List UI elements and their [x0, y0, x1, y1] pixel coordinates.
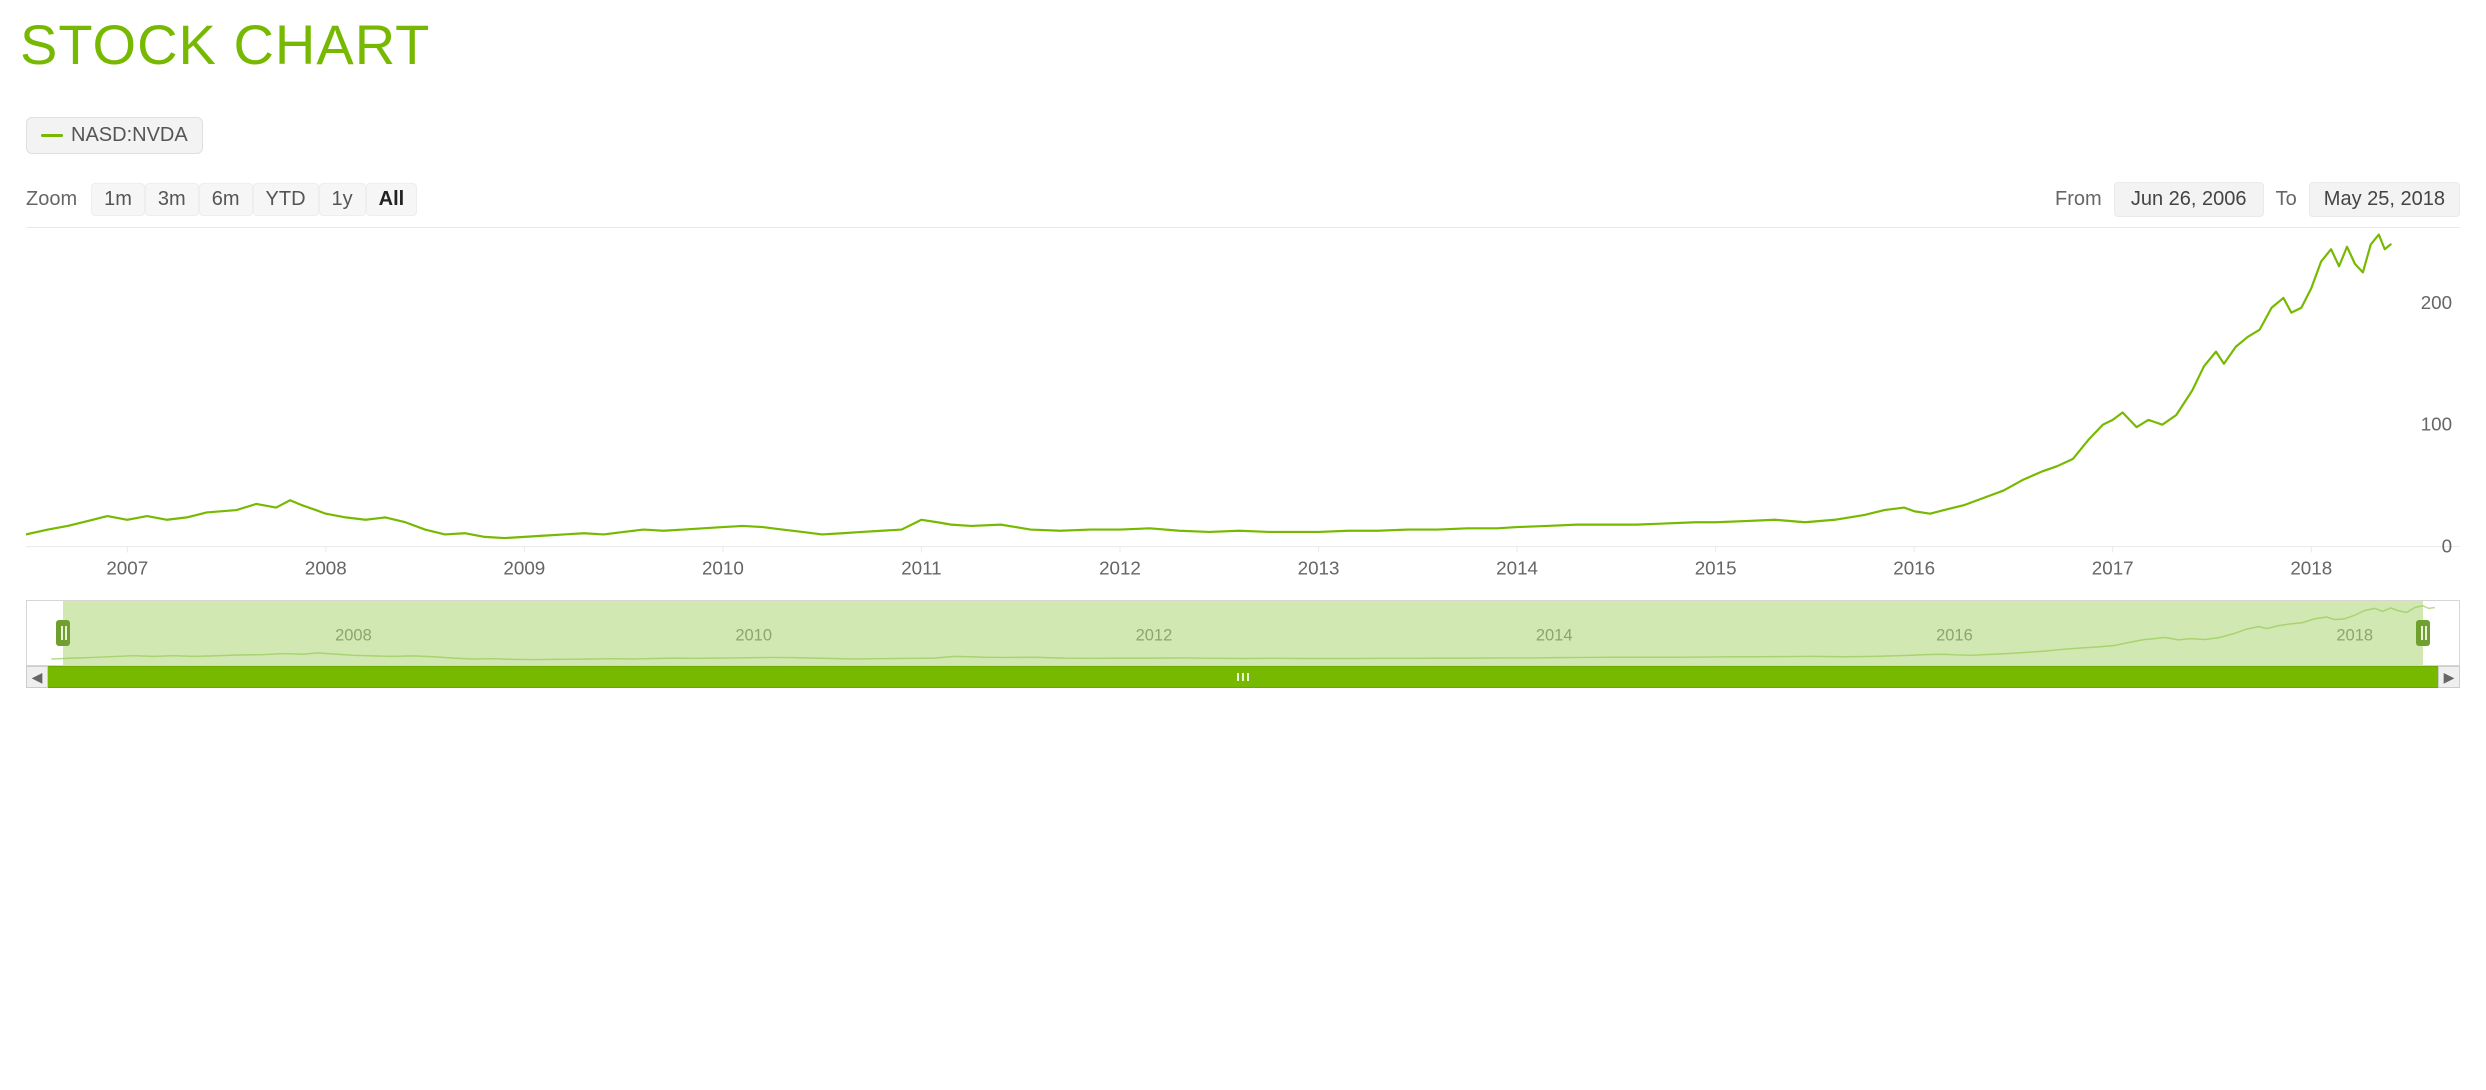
zoom-button-ytd[interactable]: YTD	[253, 183, 319, 216]
x-tick-label: 2014	[1496, 557, 1538, 578]
x-tick-label: 2011	[901, 557, 941, 578]
scrollbar-track[interactable]	[48, 666, 2438, 688]
main-chart[interactable]: 0 100 200 2007 2008 2009 2010 2011 2012 2013 2014 2…	[26, 228, 2460, 582]
from-date-input[interactable]: Jun 26, 2006	[2114, 182, 2264, 217]
price-line	[26, 235, 2391, 539]
x-tick-label: 2012	[1099, 557, 1141, 578]
range-navigator[interactable]: 200820102012201420162018	[26, 600, 2460, 666]
x-tick-label: 2010	[702, 557, 744, 578]
x-tick-label: 2018	[2290, 557, 2332, 578]
zoom-button-1m[interactable]: 1m	[91, 183, 145, 216]
legend-item[interactable]: NASD:NVDA	[26, 117, 203, 154]
x-tick-label: 2007	[106, 557, 148, 578]
navigator-handle-left[interactable]	[56, 620, 70, 646]
legend-swatch	[41, 134, 63, 137]
x-tick-label: 2008	[305, 557, 347, 578]
scroll-right-button[interactable]: ▶	[2438, 666, 2460, 688]
to-date-input[interactable]: May 25, 2018	[2309, 182, 2460, 217]
zoom-controls: Zoom 1m3m6mYTD1yAll	[26, 183, 417, 216]
zoom-button-1y[interactable]: 1y	[319, 183, 366, 216]
scrollbar-grip-icon	[1237, 673, 1249, 681]
x-tick-label: 2009	[503, 557, 545, 578]
x-tick-label: 2017	[2092, 557, 2134, 578]
from-label: From	[2055, 188, 2102, 211]
y-tick-label: 100	[2421, 414, 2452, 435]
zoom-button-3m[interactable]: 3m	[145, 183, 199, 216]
zoom-button-all[interactable]: All	[366, 183, 418, 216]
navigator-scrollbar: ◀ ▶	[26, 666, 2460, 688]
y-tick-label: 200	[2421, 292, 2452, 313]
navigator-selection[interactable]	[63, 601, 2422, 665]
x-tick-label: 2013	[1298, 557, 1340, 578]
scroll-left-button[interactable]: ◀	[26, 666, 48, 688]
date-range-controls: From Jun 26, 2006 To May 25, 2018	[2055, 182, 2460, 217]
zoom-label: Zoom	[26, 188, 77, 211]
page-title: STOCK CHART	[20, 12, 2474, 77]
chevron-right-icon: ▶	[2444, 669, 2455, 686]
legend-label: NASD:NVDA	[71, 124, 188, 147]
chevron-left-icon: ◀	[32, 669, 43, 686]
y-tick-label: 0	[2442, 536, 2452, 557]
x-tick-label: 2016	[1893, 557, 1935, 578]
x-tick-label: 2015	[1695, 557, 1737, 578]
to-label: To	[2276, 188, 2297, 211]
navigator-handle-right[interactable]	[2416, 620, 2430, 646]
zoom-button-6m[interactable]: 6m	[199, 183, 253, 216]
